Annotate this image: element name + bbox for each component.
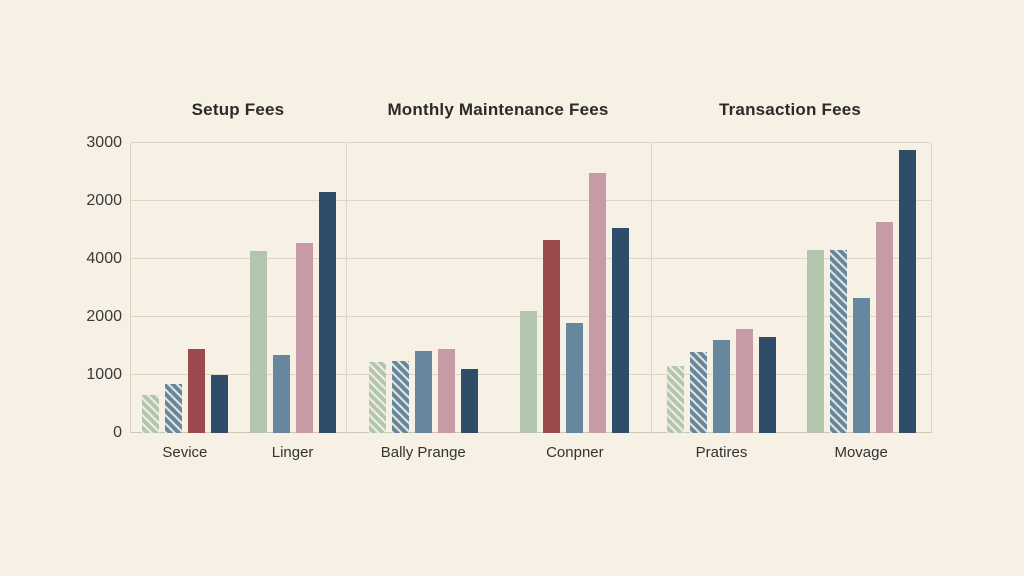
- bar-steel: [852, 297, 870, 433]
- bar-navy: [460, 368, 478, 433]
- bar-navy: [318, 192, 336, 433]
- bar-sage: [249, 251, 267, 433]
- x-tick-label: Linger: [271, 444, 314, 461]
- bar-sage-hatched: [368, 361, 386, 433]
- gridline: [131, 200, 931, 201]
- y-tick-label: 0: [113, 424, 122, 441]
- bar-group: Conpner: [520, 143, 630, 461]
- gridline: [131, 142, 931, 143]
- y-axis: 0 1000 2000 4000 2000 3000: [20, 135, 122, 441]
- bars: [249, 143, 336, 433]
- bar-navy: [898, 149, 916, 433]
- bar-sage-hatched: [141, 394, 159, 433]
- y-tick-label: 2000: [86, 192, 122, 209]
- panel-title-setup-fees: Setup Fees: [191, 100, 285, 119]
- bar-group: Pratires: [667, 143, 776, 461]
- bar-navy: [210, 375, 228, 433]
- bar-group: Linger: [249, 143, 336, 461]
- y-tick-label: 2000: [86, 308, 122, 325]
- bar-navy: [612, 228, 630, 433]
- bar-steel: [272, 354, 290, 433]
- x-tick-label: Pratires: [695, 444, 748, 461]
- bar-sage-hatched: [667, 366, 684, 433]
- bars: [368, 143, 478, 433]
- bars: [141, 143, 228, 433]
- bar-steel-hatched: [829, 250, 847, 433]
- panel-setup-fees: Sevice Linger: [131, 143, 346, 461]
- plot-area: Sevice Linger Bally Prange Conpner Pratire…: [130, 142, 932, 461]
- panel-titles-row: Setup Fees Monthly Maintenance Fees Tran…: [130, 100, 930, 120]
- bar-rose: [875, 222, 893, 433]
- y-tick-label: 3000: [86, 134, 122, 151]
- bar-rose: [589, 173, 607, 433]
- bar-group: Movage: [806, 143, 916, 461]
- panel-title-monthly-maintenance-fees: Monthly Maintenance Fees: [387, 100, 609, 119]
- y-tick-label: 1000: [86, 366, 122, 383]
- panel-transaction-fees: Pratires Movage: [650, 143, 931, 461]
- bar-steel: [414, 350, 432, 433]
- bar-sage: [520, 311, 538, 433]
- bar-rose: [736, 328, 753, 433]
- bar-steel: [713, 340, 730, 433]
- bar-group: Bally Prange: [368, 143, 478, 461]
- x-tick-label: Movage: [834, 444, 888, 461]
- bar-group: Sevice: [141, 143, 228, 461]
- bar-maroon: [187, 348, 205, 433]
- bar-sage: [806, 250, 824, 433]
- x-tick-label: Sevice: [162, 444, 208, 461]
- bar-maroon: [543, 240, 561, 433]
- bars: [806, 143, 916, 433]
- bar-navy: [759, 337, 776, 433]
- bar-steel: [566, 322, 584, 433]
- bar-steel-hatched: [391, 360, 409, 433]
- bars: [520, 143, 630, 433]
- gridline: [131, 258, 931, 259]
- panel-monthly-maintenance-fees: Bally Prange Conpner: [346, 143, 650, 461]
- panel-title-transaction-fees: Transaction Fees: [718, 100, 862, 119]
- bar-steel-hatched: [690, 351, 707, 433]
- bars: [667, 143, 776, 433]
- bar-rose: [437, 349, 455, 433]
- x-tick-label: Conpner: [546, 444, 604, 461]
- bar-steel-hatched: [164, 383, 182, 433]
- x-tick-label: Bally Prange: [380, 444, 466, 461]
- y-tick-label: 4000: [86, 250, 122, 267]
- panels-row: Sevice Linger Bally Prange Conpner Pratire…: [131, 143, 931, 461]
- bar-rose: [295, 243, 313, 433]
